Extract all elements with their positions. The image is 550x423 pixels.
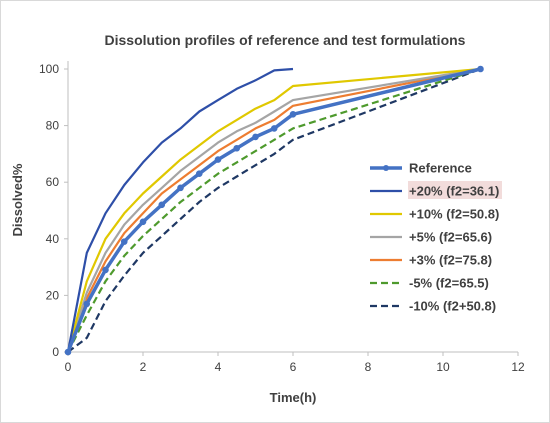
reference-point xyxy=(64,348,72,356)
x-tick-label: 0 xyxy=(65,360,72,374)
series-line-1 xyxy=(66,67,294,353)
chart-title: Dissolution profiles of reference and te… xyxy=(105,32,466,48)
legend-label-4: +3% (f2=75.8) xyxy=(409,253,492,268)
reference-point xyxy=(177,184,184,192)
y-tick-label: 80 xyxy=(46,119,60,133)
legend: Reference +20% (f2=36.1) +10% (f2=50.8) +5%… xyxy=(370,161,502,314)
legend-label-0: Reference xyxy=(409,161,472,176)
x-tick-label: 12 xyxy=(511,360,525,374)
reference-point xyxy=(195,170,203,178)
legend-highlight xyxy=(408,181,502,199)
series-line-3 xyxy=(66,67,481,353)
x-axis-label: Time(h) xyxy=(270,390,317,405)
legend-label-2: +10% (f2=50.8) xyxy=(409,207,499,222)
x-tick-label: 6 xyxy=(290,360,297,374)
reference-point xyxy=(120,238,128,245)
x-tick-label: 8 xyxy=(365,360,372,374)
series-line-2 xyxy=(66,67,481,353)
y-tick-label: 60 xyxy=(46,175,60,189)
x-tick-label: 2 xyxy=(140,360,147,374)
y-tick-label: 100 xyxy=(39,62,59,76)
series-line-5 xyxy=(67,67,481,353)
reference-point xyxy=(289,110,297,118)
series-layer xyxy=(64,65,484,356)
y-tick-label: 40 xyxy=(46,232,60,246)
y-tick-label: 0 xyxy=(52,345,59,359)
series-line-4 xyxy=(66,67,481,353)
legend-marker xyxy=(383,165,389,171)
reference-point xyxy=(158,201,166,209)
y-axis-label: Dissolved% xyxy=(10,163,25,236)
legend-label-1: +20% (f2=36.1) xyxy=(409,184,499,199)
legend-label-6: -10% (f2+50.8) xyxy=(409,299,496,314)
reference-point xyxy=(139,218,147,226)
reference-point xyxy=(83,300,91,308)
reference-point xyxy=(270,125,278,132)
y-tick-label: 20 xyxy=(46,288,60,302)
reference-point xyxy=(252,133,259,141)
reference-point xyxy=(214,156,222,163)
legend-label-3: +5% (f2=65.6) xyxy=(409,230,492,245)
x-tick-label: 10 xyxy=(436,360,450,374)
series-line-6 xyxy=(67,67,481,353)
x-tick-label: 4 xyxy=(215,360,222,374)
reference-point xyxy=(102,266,109,274)
reference-point xyxy=(233,144,241,152)
series-line-0 xyxy=(66,67,481,353)
axes: 0 2 4 6 8 10 12 0 20 40 60 80 100 xyxy=(39,61,525,374)
legend-label-5: -5% (f2=65.5) xyxy=(409,276,489,291)
reference-point xyxy=(477,65,484,73)
